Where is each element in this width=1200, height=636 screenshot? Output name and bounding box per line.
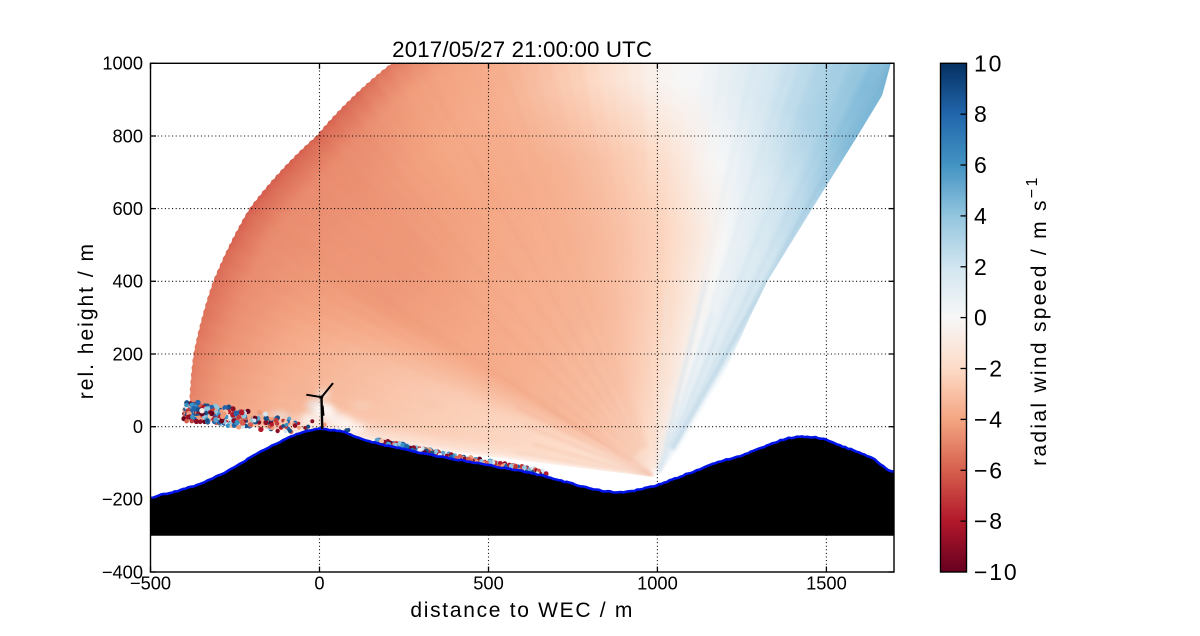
svg-text:−500: −500 (130, 573, 171, 594)
svg-text:600: 600 (112, 198, 143, 219)
svg-text:4: 4 (974, 203, 989, 229)
svg-text:−400: −400 (102, 561, 143, 582)
svg-text:2017/05/27 21:00:00 UTC: 2017/05/27 21:00:00 UTC (392, 37, 652, 62)
svg-text:−8: −8 (974, 508, 1004, 534)
svg-text:500: 500 (473, 573, 504, 594)
svg-text:1500: 1500 (806, 573, 847, 594)
svg-text:distance to WEC / m: distance to WEC / m (410, 599, 634, 622)
svg-text:−4: −4 (974, 406, 1004, 432)
svg-text:8: 8 (974, 101, 989, 127)
svg-text:10: 10 (974, 50, 1003, 76)
svg-text:rel. height / m: rel. height / m (75, 242, 98, 399)
svg-text:2: 2 (974, 254, 989, 280)
svg-text:−2: −2 (974, 356, 1004, 382)
svg-text:0: 0 (314, 573, 324, 594)
svg-text:1000: 1000 (637, 573, 678, 594)
svg-text:−10: −10 (974, 559, 1018, 585)
svg-text:1000: 1000 (102, 53, 143, 74)
svg-text:6: 6 (974, 152, 989, 178)
svg-text:−200: −200 (102, 489, 143, 510)
svg-text:400: 400 (112, 271, 143, 292)
svg-text:200: 200 (112, 343, 143, 364)
svg-text:radial wind speed / m s−1: radial wind speed / m s−1 (1024, 175, 1051, 466)
svg-text:0: 0 (974, 305, 989, 331)
svg-text:800: 800 (112, 125, 143, 146)
svg-text:−6: −6 (974, 457, 1004, 483)
svg-text:0: 0 (133, 416, 143, 437)
